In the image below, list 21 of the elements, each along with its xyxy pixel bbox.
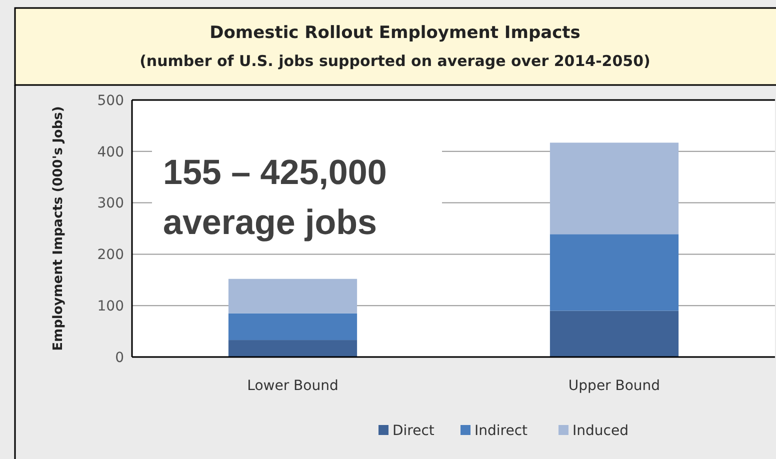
y-tick-label: 500: [97, 92, 124, 109]
y-tick-label: 300: [97, 196, 124, 212]
y-axis-title: Employment Impacts (000's Jobs): [51, 106, 66, 351]
legend-label: Indirect: [474, 423, 528, 439]
bar: [550, 310, 679, 357]
x-tick-label: Upper Bound: [568, 378, 660, 394]
x-tick-label: Lower Bound: [247, 378, 338, 394]
bar: [550, 234, 679, 311]
bar: [228, 278, 358, 314]
bar: [228, 340, 358, 357]
y-tick-label: 400: [97, 144, 124, 160]
annotation: 155 – 425,000 average jobs: [163, 153, 387, 242]
legend-label: Direct: [392, 423, 435, 439]
y-tick-label: 0: [115, 350, 124, 366]
bar: [228, 313, 358, 340]
y-tick-label: 200: [97, 247, 124, 264]
bar: [550, 142, 679, 234]
y-tick-label: 100: [97, 298, 124, 314]
chart-subtitle: (number of U.S. jobs supported on average over 2014-2050): [140, 52, 650, 70]
chart-title: Domestic Rollout Employment Impacts: [210, 23, 580, 43]
legend-label: Induced: [572, 423, 628, 439]
